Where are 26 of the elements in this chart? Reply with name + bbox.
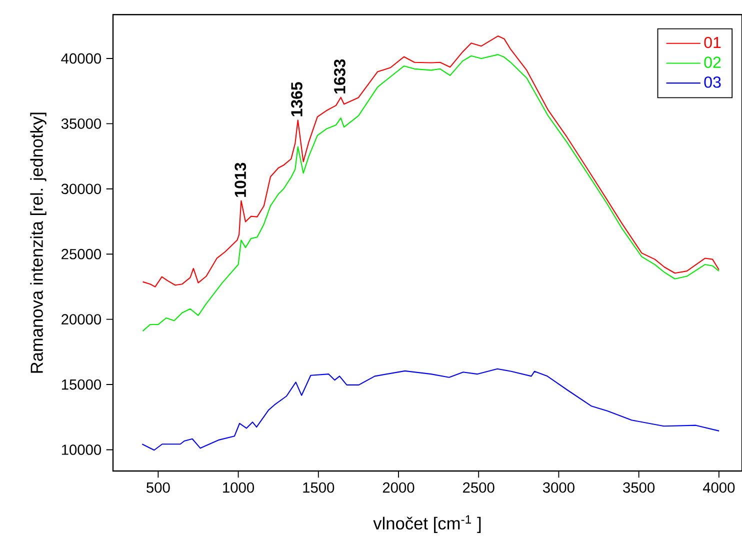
x-tick-label: 3500 [623, 482, 655, 493]
line-series [142, 36, 720, 288]
x-tick-label: 4000 [702, 482, 735, 493]
y-tick-label: 25000 [62, 248, 102, 260]
y-tick-label: 40000 [61, 53, 102, 64]
x-tick-label: 3000 [542, 482, 574, 493]
y-axis-title: Ramanova intenzita [rel. jednotky] [30, 112, 46, 373]
y-tick-label: 10000 [62, 444, 102, 455]
x-axis-title: vlnočet [cm$^{-1}$ ] [373, 515, 481, 533]
legend-label: 02 [704, 56, 721, 68]
line-series [142, 54, 720, 332]
annotation: 1633 [334, 59, 346, 94]
x-tick-label: 2000 [382, 482, 414, 493]
legend-label: 03 [704, 76, 721, 88]
line-series [142, 368, 720, 451]
y-tick-label: 20000 [62, 314, 102, 325]
x-tick-label: 2500 [463, 482, 494, 493]
x-tick-label: 1500 [303, 482, 334, 493]
y-tick-label: 35000 [61, 118, 102, 129]
y-tick-label: 30000 [61, 184, 102, 194]
x-tick-label: 500 [146, 482, 170, 493]
annotation: 1365 [291, 82, 302, 116]
annotation: 1013 [234, 162, 246, 197]
legend-label: 01 [704, 36, 721, 48]
y-tick-label: 15000 [62, 379, 102, 390]
x-tick-label: 1000 [223, 482, 254, 493]
